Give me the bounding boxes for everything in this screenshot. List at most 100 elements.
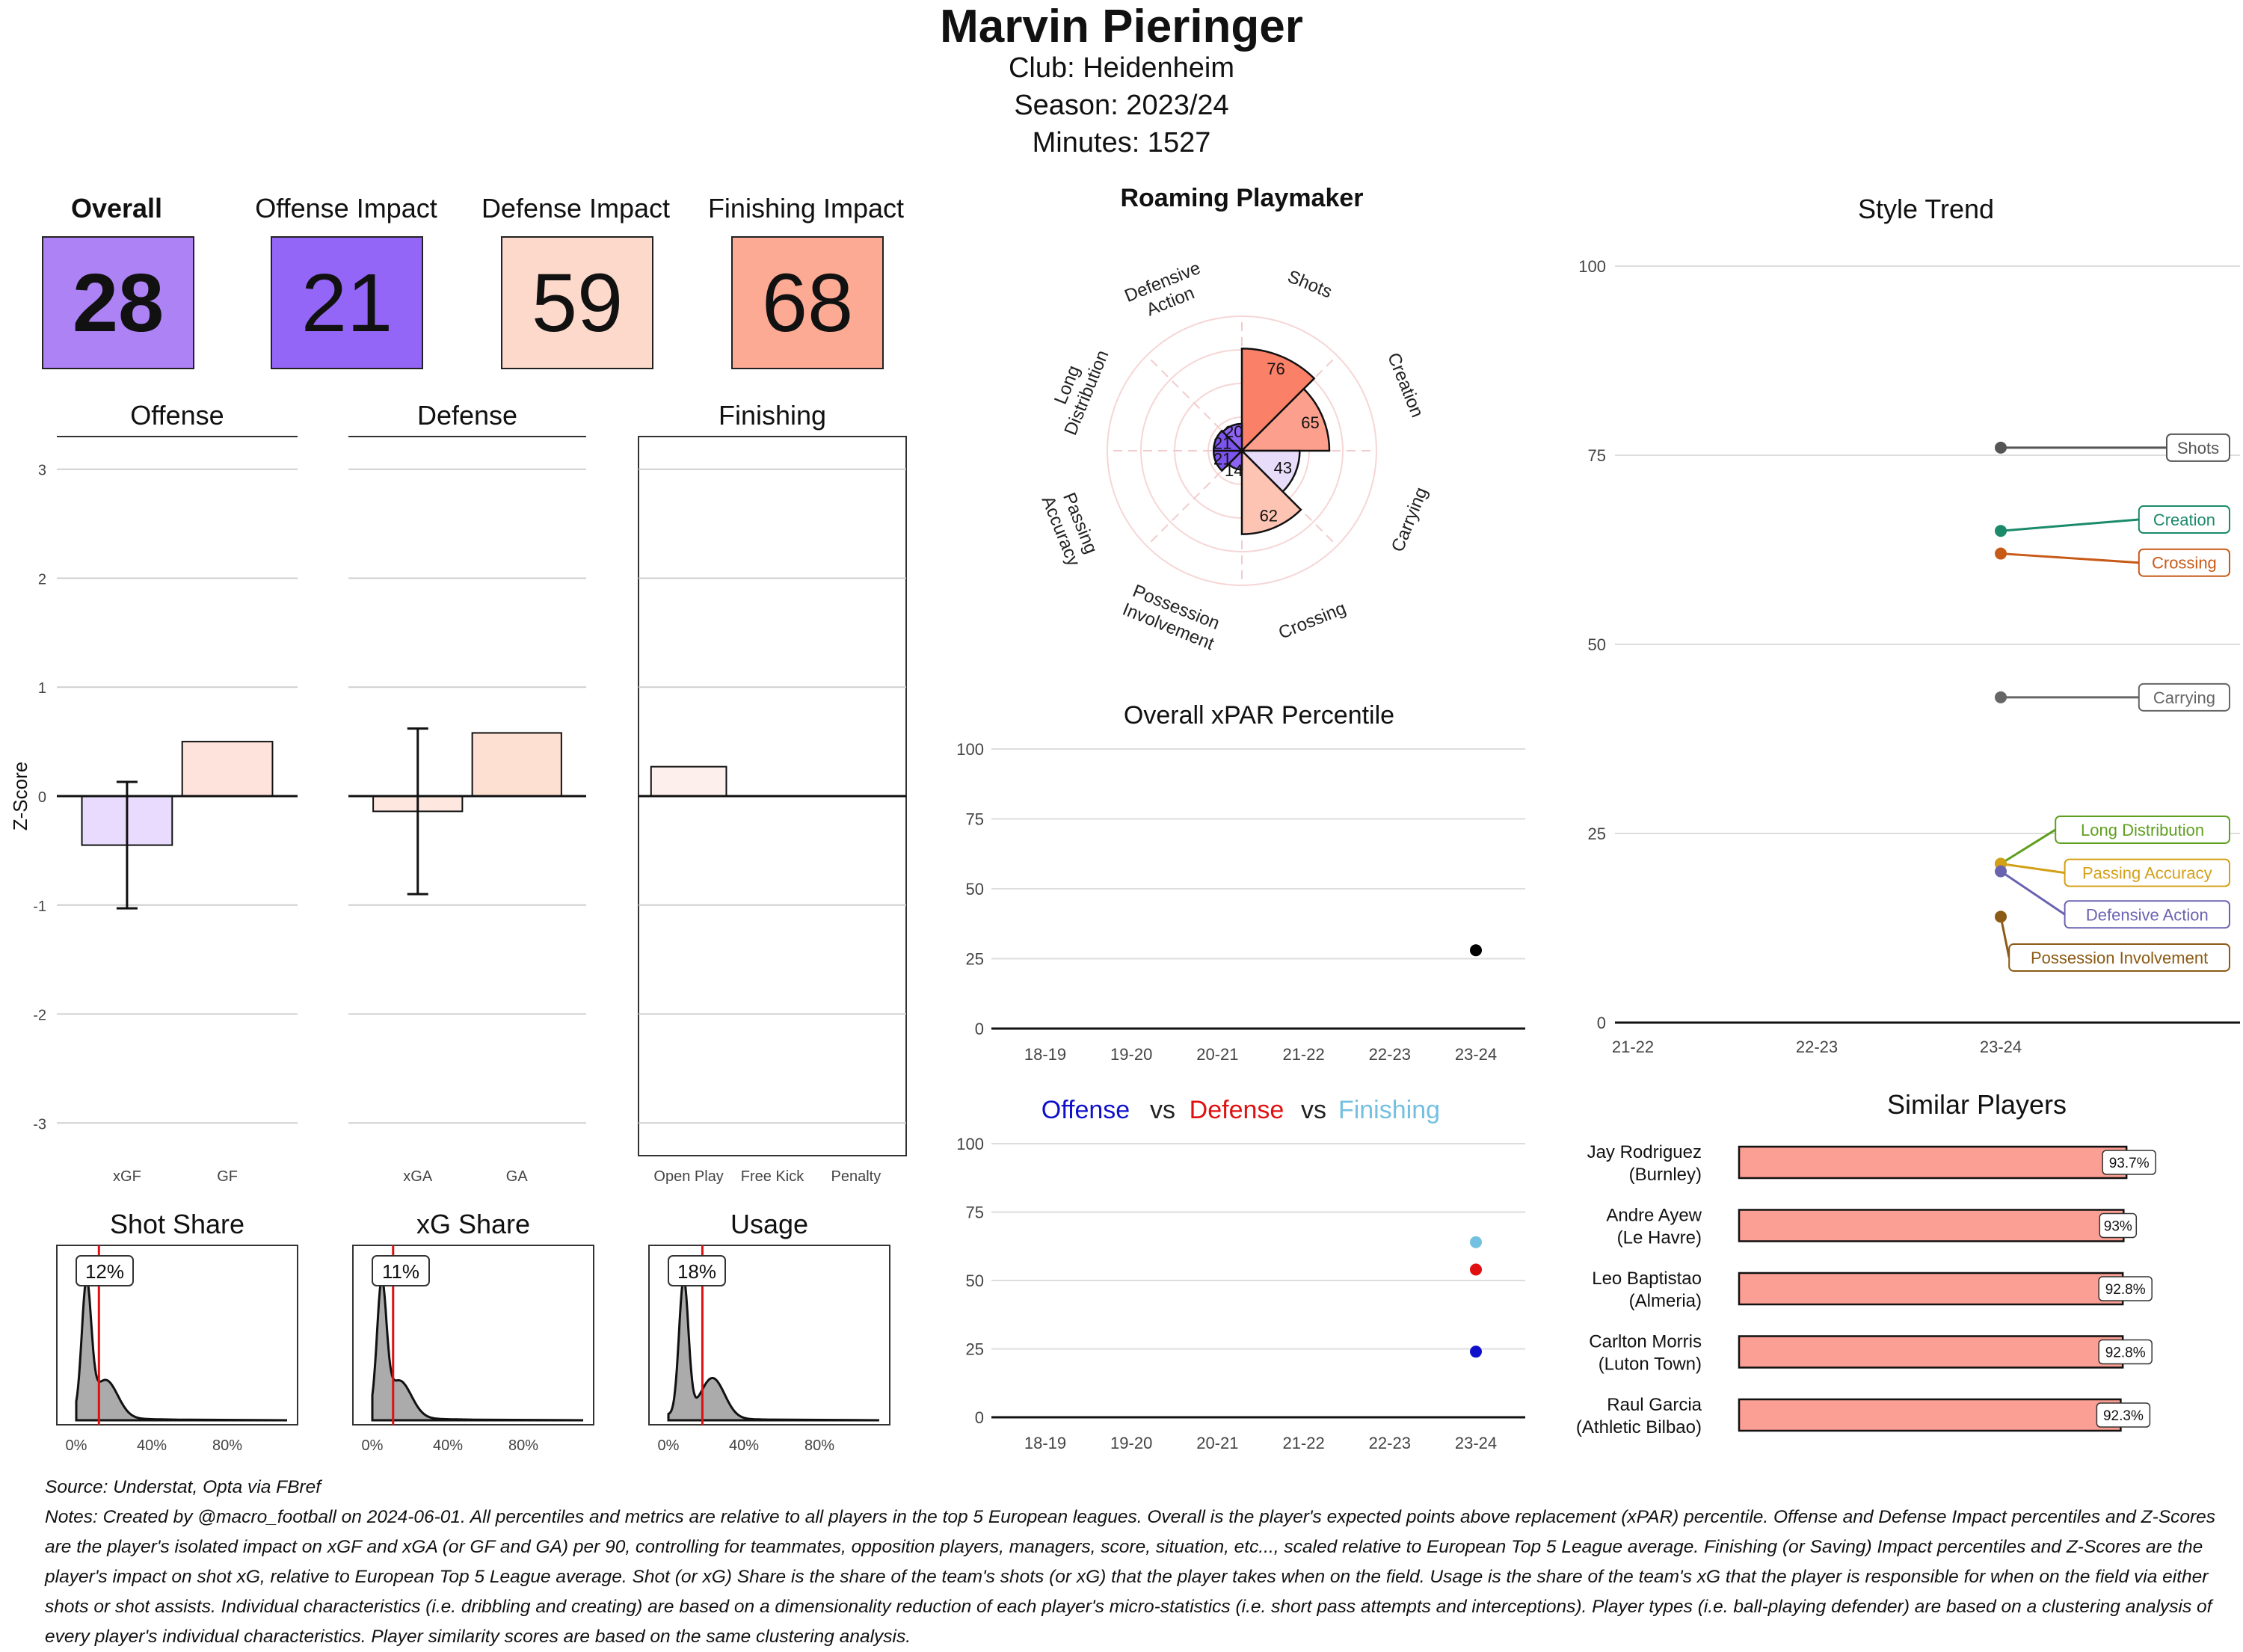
radar-category-word: Crossing xyxy=(1276,598,1349,644)
player-name: Andre Ayew xyxy=(1606,1206,1702,1226)
radar-category-word: Creation xyxy=(1383,350,1427,420)
point-shots xyxy=(1995,441,2007,454)
x-tick-label: 18-19 xyxy=(1024,1434,1066,1452)
y-tick-label: 50 xyxy=(1588,635,1606,654)
x-tick-label: GF xyxy=(217,1168,238,1185)
y-tick-label: 25 xyxy=(1588,825,1606,843)
y-tick-label: 100 xyxy=(956,1135,984,1153)
panel-title-part: Defense xyxy=(1190,1096,1284,1124)
y-tick-label: -3 xyxy=(33,1116,46,1132)
player-name: Leo Baptistao xyxy=(1592,1269,1702,1289)
radar-category-word: Carrying xyxy=(1388,484,1432,555)
series-label: Long Distribution xyxy=(2081,821,2204,839)
player-club: (Athletic Bilbao) xyxy=(1576,1417,1702,1437)
point-overall xyxy=(1470,944,1482,957)
y-tick-label: 1 xyxy=(38,680,46,697)
value-label-box xyxy=(2098,1339,2153,1365)
radar-value-label: 62 xyxy=(1260,506,1278,525)
marker-label: 11% xyxy=(382,1260,419,1283)
y-tick-label: 25 xyxy=(966,1340,984,1359)
player-name: Marvin Pieringer xyxy=(940,1,1303,52)
impact-value: 68 xyxy=(731,236,884,369)
x-tick-label: 23-24 xyxy=(1455,1045,1497,1064)
x-tick-label: 23-24 xyxy=(1980,1038,2022,1056)
series-label: Shots xyxy=(2177,439,2219,457)
player-club: (Luton Town) xyxy=(1599,1354,1702,1375)
value-label-box xyxy=(2102,1150,2156,1175)
y-tick-label: 75 xyxy=(966,1203,984,1222)
value-label: 92.3% xyxy=(2103,1408,2144,1424)
x-tick-label: GA xyxy=(506,1168,529,1185)
point-finishing xyxy=(1470,1236,1482,1248)
label-box xyxy=(2064,858,2231,887)
radar-wedge-shots xyxy=(1240,347,1316,454)
marker-label-box xyxy=(668,1255,726,1286)
point-defense xyxy=(1470,1263,1482,1276)
impact-value: 21 xyxy=(271,236,423,369)
x-tick-label: 21-22 xyxy=(1282,1434,1324,1452)
x-tick-label: 0% xyxy=(362,1437,384,1454)
point-creation xyxy=(1995,525,2007,537)
x-tick-label: 22-23 xyxy=(1796,1038,1838,1056)
bar-ga xyxy=(471,732,562,798)
y-tick-label: 2 xyxy=(38,571,46,588)
season-line: Season: 2023/24 xyxy=(1014,90,1229,121)
x-tick-label: 40% xyxy=(433,1437,463,1454)
label-box xyxy=(2138,682,2231,712)
radar-value-label: 43 xyxy=(1274,459,1292,478)
connector-long-distribution xyxy=(2000,828,2056,865)
density-area xyxy=(371,1275,584,1422)
impact-label: Finishing Impact xyxy=(707,193,905,224)
impact-value: 59 xyxy=(501,236,653,369)
connector-creation xyxy=(2000,518,2139,532)
point-offense xyxy=(1470,1346,1482,1358)
y-tick-label: 100 xyxy=(956,740,984,759)
x-tick-label: 18-19 xyxy=(1024,1045,1066,1064)
panel-title: Style Trend xyxy=(1858,194,1994,224)
x-tick-label: 20-21 xyxy=(1196,1434,1238,1452)
y-tick-label: 75 xyxy=(966,810,984,829)
point-defensive-action xyxy=(1995,865,2007,878)
panel-title: xG Share xyxy=(416,1209,530,1239)
y-tick-label: -2 xyxy=(33,1008,46,1024)
radar-category-label: Carrying xyxy=(1388,484,1432,555)
x-tick-label: 0% xyxy=(658,1437,680,1454)
similarity-bar xyxy=(1738,1272,2124,1306)
series-label: Crossing xyxy=(2152,554,2217,573)
x-tick-label: xGF xyxy=(113,1168,141,1185)
x-tick-label: 22-23 xyxy=(1369,1045,1411,1064)
x-tick-label: 20-21 xyxy=(1196,1045,1238,1064)
value-label: 93.7% xyxy=(2109,1156,2150,1171)
x-tick-label: 80% xyxy=(804,1437,834,1454)
radar-wedge-defensive-action xyxy=(1221,422,1243,454)
value-label-box xyxy=(2098,1276,2153,1301)
density-area xyxy=(75,1275,288,1422)
similarity-bar xyxy=(1738,1209,2125,1242)
x-tick-label: 40% xyxy=(137,1437,167,1454)
label-box xyxy=(2138,505,2231,534)
point-carrying xyxy=(1995,691,2007,703)
notes-text: Notes: Created by @macro_football on 202… xyxy=(45,1507,2216,1647)
label-box xyxy=(2008,943,2230,972)
x-tick-label: 19-20 xyxy=(1110,1045,1152,1064)
panel-title: Usage xyxy=(730,1209,808,1239)
x-tick-label: 21-22 xyxy=(1612,1038,1654,1056)
marker-label: 12% xyxy=(85,1260,124,1283)
x-tick-label: xGA xyxy=(403,1168,433,1185)
point-crossing xyxy=(1995,547,2007,560)
value-label-box xyxy=(2099,1212,2138,1239)
connector-possession-involvement xyxy=(1999,916,2010,958)
radar-category-label: Creation xyxy=(1383,350,1427,420)
marker-label-box xyxy=(76,1255,134,1286)
y-tick-label: 0 xyxy=(975,1020,984,1038)
panel-title: Overall xPAR Percentile xyxy=(1124,701,1394,730)
label-box xyxy=(2138,548,2231,577)
connector-passing-accuracy xyxy=(2000,862,2065,875)
series-label: Defensive Action xyxy=(2086,905,2209,924)
panel-frame xyxy=(352,1245,594,1426)
value-label: 92.8% xyxy=(2105,1282,2146,1298)
